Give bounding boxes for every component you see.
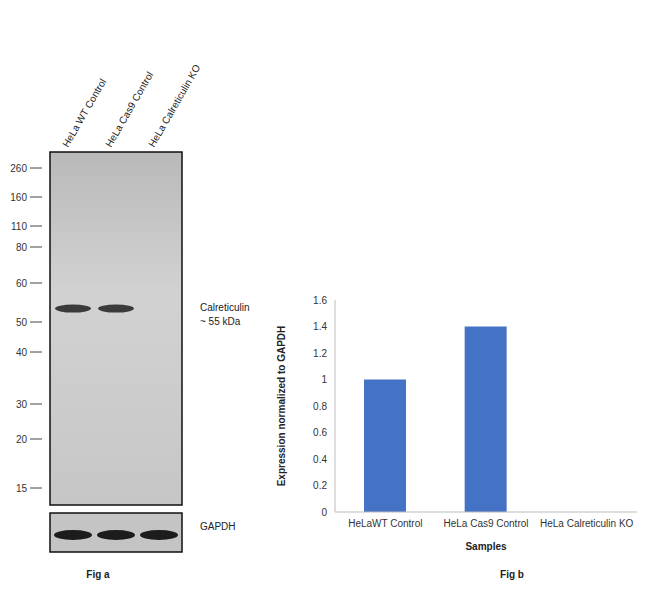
svg-text:1.4: 1.4 [313,321,327,332]
svg-text:15: 15 [16,483,28,494]
svg-text:HeLa Calreticulin KO: HeLa Calreticulin KO [146,62,202,149]
svg-text:60: 60 [16,278,28,289]
svg-text:1.2: 1.2 [313,348,327,359]
svg-text:0.6: 0.6 [313,427,327,438]
svg-text:Expression normalized to GAPDH: Expression normalized to GAPDH [276,326,287,487]
svg-text:~ 55 kDa: ~ 55 kDa [200,316,241,327]
svg-text:HeLa Cas9 Control: HeLa Cas9 Control [103,70,155,149]
svg-text:50: 50 [16,317,28,328]
svg-text:1.6: 1.6 [313,295,327,306]
svg-text:40: 40 [16,347,28,358]
svg-text:260: 260 [10,163,27,174]
svg-text:Samples: Samples [465,541,507,552]
svg-text:0.4: 0.4 [313,454,327,465]
svg-text:Calreticulin: Calreticulin [200,302,249,313]
svg-text:HeLa Cas9 Control: HeLa Cas9 Control [443,518,528,529]
svg-text:1: 1 [321,374,327,385]
svg-text:160: 160 [10,192,27,203]
svg-text:110: 110 [11,221,27,232]
svg-text:80: 80 [16,242,28,253]
svg-text:0: 0 [321,507,327,518]
svg-text:HeLaWT Control: HeLaWT Control [348,518,422,529]
svg-text:Fig a: Fig a [86,569,110,580]
svg-text:20: 20 [16,434,28,445]
svg-text:30: 30 [16,399,28,410]
svg-text:HeLa WT Control: HeLa WT Control [60,77,108,149]
svg-text:Fig b: Fig b [500,569,524,580]
svg-text:0.8: 0.8 [313,401,327,412]
svg-text:0.2: 0.2 [313,480,327,491]
svg-text:HeLa Calreticulin KO: HeLa Calreticulin KO [540,518,634,529]
svg-text:GAPDH: GAPDH [200,521,236,532]
